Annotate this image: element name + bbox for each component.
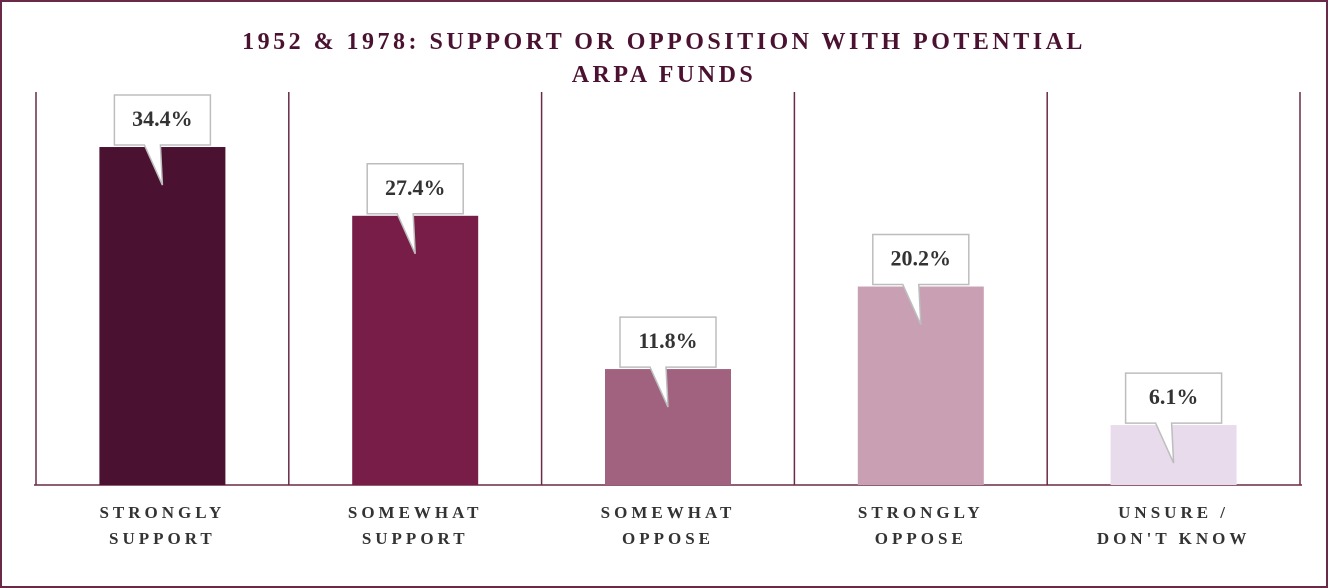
value-label: 34.4% — [132, 106, 193, 131]
callout — [113, 94, 212, 186]
bar — [352, 215, 479, 486]
chart-title: 1952 & 1978: SUPPORT OR OPPOSITION WITH … — [242, 29, 1086, 88]
x-tick-label: SOMEWHAT SUPPORT — [347, 503, 483, 548]
bar — [99, 147, 226, 485]
x-tick-label: STRONGLY OPPOSE — [857, 503, 984, 548]
callout — [1124, 372, 1223, 464]
callout — [619, 316, 717, 408]
value-label: 11.8% — [638, 328, 697, 353]
value-label: 6.1% — [1149, 384, 1199, 409]
value-label: 27.4% — [385, 175, 446, 200]
callout — [872, 233, 970, 325]
x-tick-label: SOMEWHAT OPPOSE — [600, 503, 736, 548]
callout — [366, 163, 464, 255]
x-tick-label: UNSURE / DON'T KNOW — [1096, 503, 1251, 548]
x-tick-label: STRONGLY SUPPORT — [99, 503, 226, 548]
value-label: 20.2% — [891, 246, 952, 271]
bar — [605, 369, 731, 485]
